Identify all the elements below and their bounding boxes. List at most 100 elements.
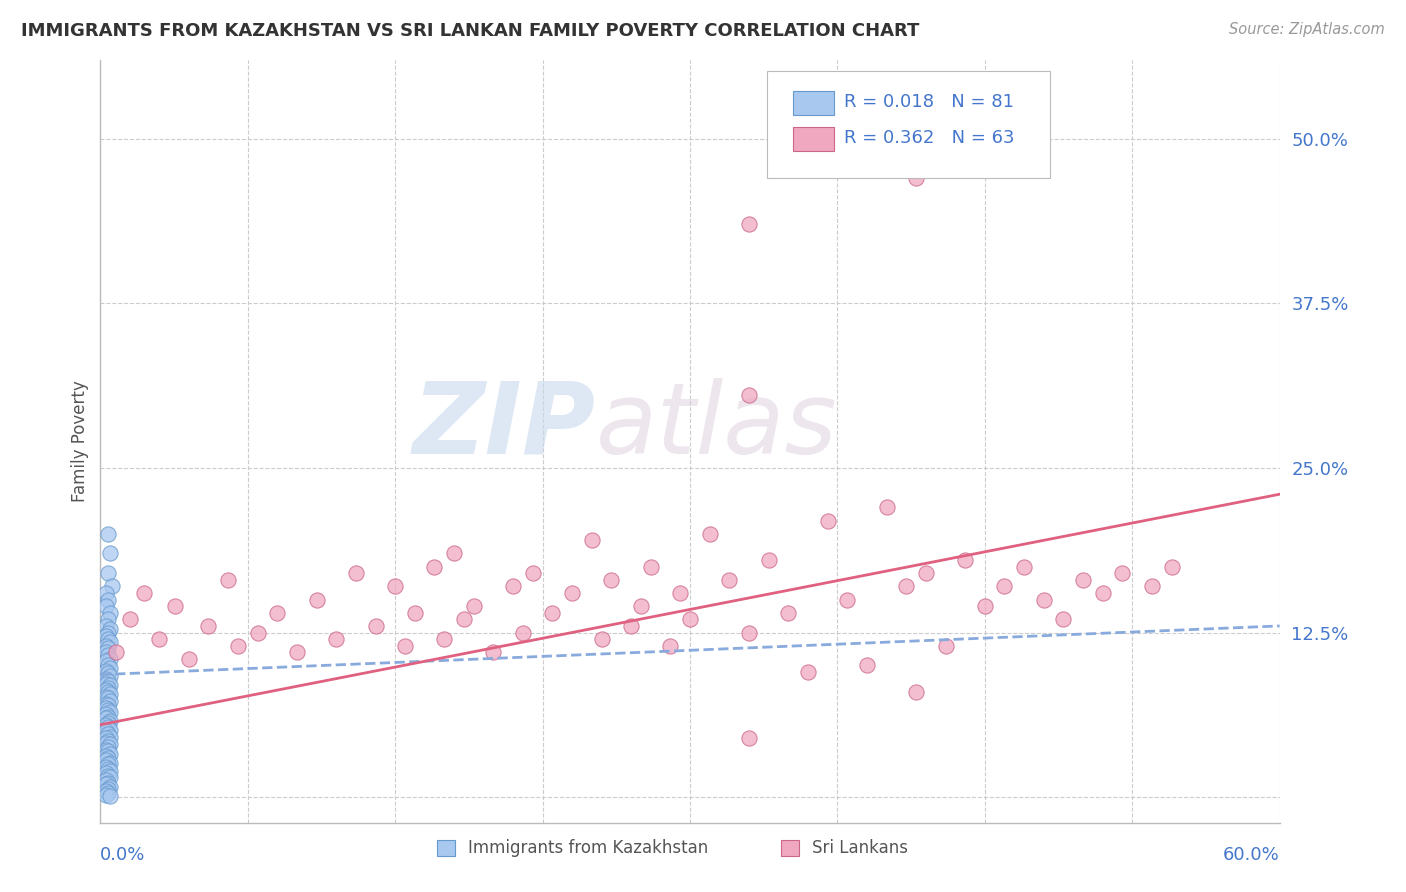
Point <box>738 625 761 640</box>
Point <box>620 619 643 633</box>
Point <box>97 641 120 656</box>
Point <box>600 573 623 587</box>
Point <box>96 645 118 659</box>
Point <box>98 678 121 692</box>
Point <box>97 526 120 541</box>
Point <box>463 599 485 614</box>
Point <box>98 652 121 666</box>
Point <box>778 606 800 620</box>
Point <box>669 586 692 600</box>
Point <box>96 700 118 714</box>
Point <box>738 731 761 745</box>
Point <box>97 691 120 706</box>
Point <box>96 639 118 653</box>
Point <box>98 714 121 728</box>
Point <box>96 586 118 600</box>
Point <box>1071 573 1094 587</box>
Point <box>96 753 118 767</box>
Point <box>96 677 118 691</box>
Point <box>433 632 456 646</box>
Point <box>98 669 121 683</box>
Text: IMMIGRANTS FROM KAZAKHSTAN VS SRI LANKAN FAMILY POVERTY CORRELATION CHART: IMMIGRANTS FROM KAZAKHSTAN VS SRI LANKAN… <box>21 22 920 40</box>
Point <box>364 619 387 633</box>
Point <box>817 514 839 528</box>
Point <box>541 606 564 620</box>
Point <box>97 592 120 607</box>
Point <box>97 744 120 758</box>
Text: atlas: atlas <box>596 378 838 475</box>
Point <box>96 777 118 791</box>
Point <box>96 711 118 725</box>
Point <box>96 766 118 780</box>
Point <box>561 586 583 600</box>
Point <box>738 217 761 231</box>
Point <box>1160 559 1182 574</box>
Point <box>96 783 118 797</box>
Point <box>325 632 347 646</box>
Point <box>394 639 416 653</box>
Text: Immigrants from Kazakhstan: Immigrants from Kazakhstan <box>468 838 709 856</box>
Point <box>96 760 118 774</box>
FancyBboxPatch shape <box>793 127 834 152</box>
Point <box>101 579 124 593</box>
Text: R = 0.362   N = 63: R = 0.362 N = 63 <box>845 128 1015 146</box>
Point <box>591 632 613 646</box>
Point <box>1032 592 1054 607</box>
Point <box>502 579 524 593</box>
Point <box>1052 612 1074 626</box>
Point <box>96 697 118 711</box>
Point <box>1111 566 1133 581</box>
Point <box>97 698 120 712</box>
Point <box>97 782 120 797</box>
Point <box>96 690 118 704</box>
Text: 0.0%: 0.0% <box>100 846 146 863</box>
Point <box>96 717 118 731</box>
Point <box>266 606 288 620</box>
Point <box>97 674 120 689</box>
Text: 60.0%: 60.0% <box>1223 846 1279 863</box>
Y-axis label: Family Poverty: Family Poverty <box>72 381 89 502</box>
Point <box>905 171 928 186</box>
Point <box>98 756 121 770</box>
Text: Sri Lankans: Sri Lankans <box>813 838 908 856</box>
Point <box>226 639 249 653</box>
Point <box>718 573 741 587</box>
Point <box>443 547 465 561</box>
Point <box>97 750 120 764</box>
Point <box>97 681 120 695</box>
Point <box>797 665 820 679</box>
Point <box>98 606 121 620</box>
Point <box>344 566 367 581</box>
Point <box>105 645 128 659</box>
Point <box>659 639 682 653</box>
Point <box>630 599 652 614</box>
Point <box>132 586 155 600</box>
Point <box>934 639 956 653</box>
Point <box>97 740 120 755</box>
Point <box>98 622 121 636</box>
Point <box>905 685 928 699</box>
Point <box>953 553 976 567</box>
Point <box>98 634 121 648</box>
Point <box>98 687 121 701</box>
Point <box>97 648 120 662</box>
Point <box>97 703 120 717</box>
Point <box>404 606 426 620</box>
Text: R = 0.018   N = 81: R = 0.018 N = 81 <box>845 93 1015 111</box>
Point <box>98 694 121 708</box>
Point <box>97 727 120 741</box>
FancyBboxPatch shape <box>793 91 834 115</box>
Point <box>197 619 219 633</box>
Point <box>98 547 121 561</box>
Point <box>96 664 118 678</box>
Text: Source: ZipAtlas.com: Source: ZipAtlas.com <box>1229 22 1385 37</box>
Point <box>1140 579 1163 593</box>
Point <box>699 526 721 541</box>
Point <box>1091 586 1114 600</box>
Point <box>96 724 118 739</box>
Point <box>97 720 120 734</box>
Point <box>96 772 118 787</box>
Point <box>581 533 603 548</box>
Point <box>96 655 118 669</box>
Point <box>1012 559 1035 574</box>
